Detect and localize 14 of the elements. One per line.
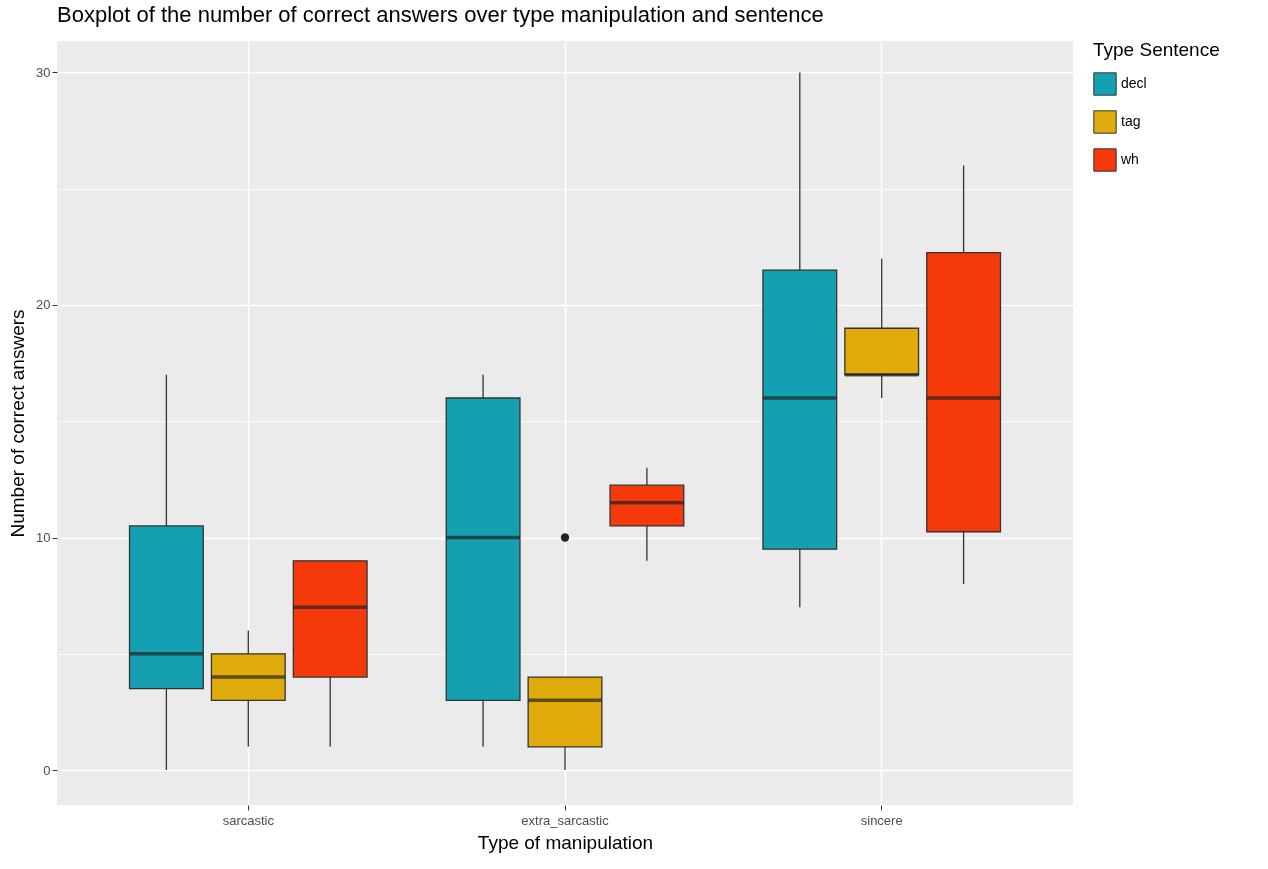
- legend-label: tag: [1121, 113, 1141, 129]
- x-tick-label: extra_sarcastic: [521, 812, 610, 828]
- legend-label: decl: [1121, 75, 1147, 91]
- legend-title: Type Sentence: [1093, 39, 1220, 60]
- y-tick-label: 30: [36, 64, 51, 80]
- y-tick-label: 10: [36, 530, 51, 546]
- y-axis-title: Number of correct answers: [7, 309, 29, 538]
- x-tick-label: sarcastic: [222, 812, 275, 828]
- x-axis-title: Type of manipulation: [477, 831, 654, 853]
- y-tick-label: 20: [36, 297, 51, 313]
- y-tick-label: 0: [43, 762, 51, 778]
- legend-label: wh: [1120, 151, 1139, 167]
- x-tick-label: sincere: [860, 812, 903, 828]
- chart-title: Boxplot of the number of correct answers over type manipulation and sentence: [57, 2, 824, 27]
